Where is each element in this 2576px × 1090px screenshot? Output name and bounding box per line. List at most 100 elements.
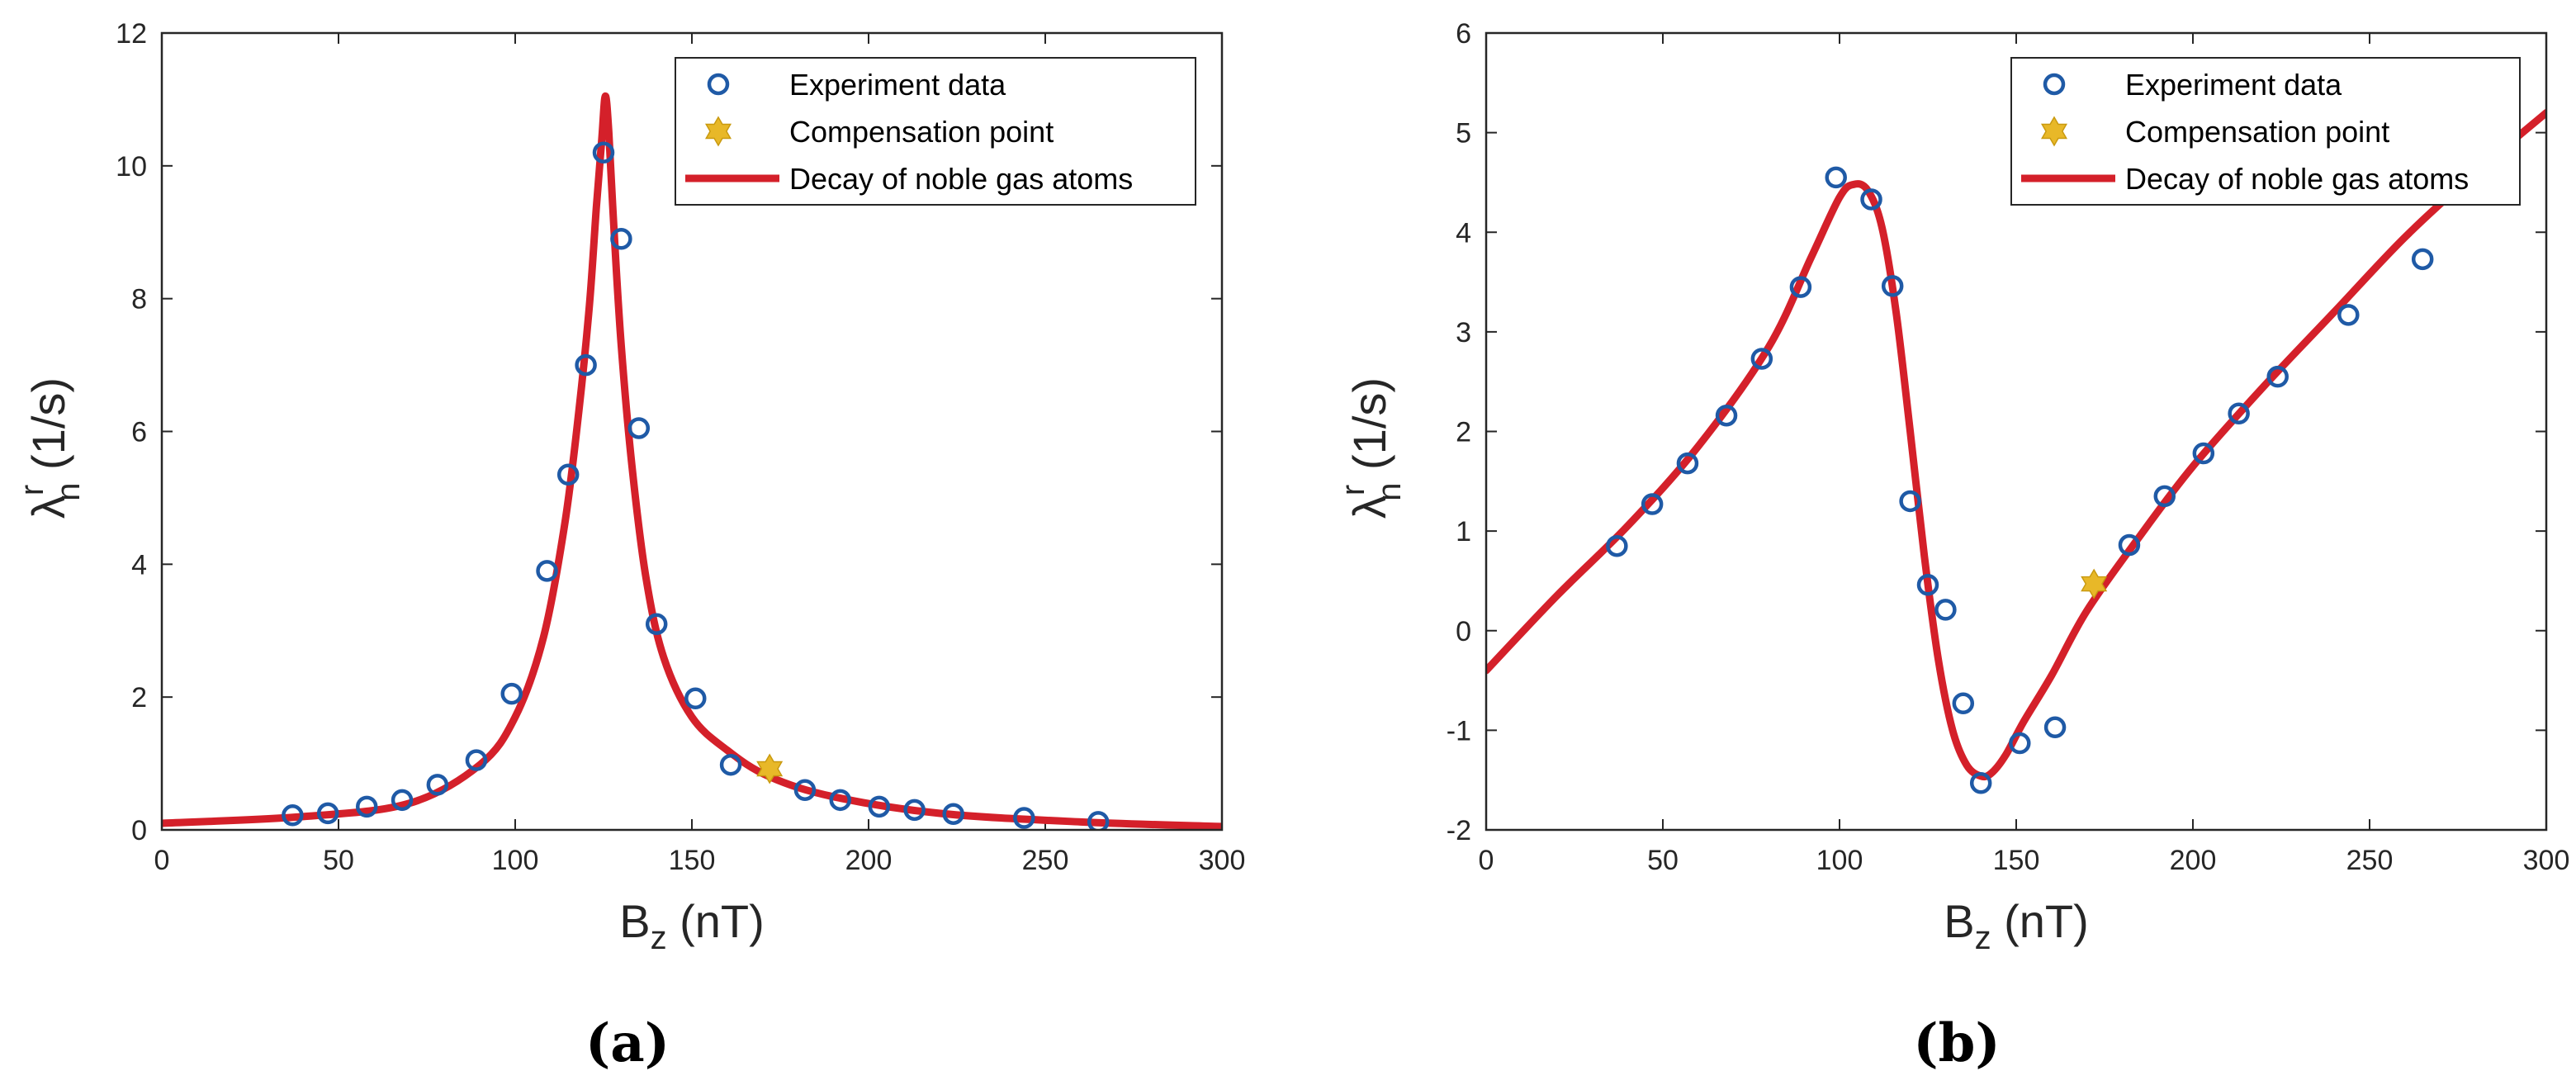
experiment-point [282,804,304,827]
hexagram-marker-icon [2040,116,2068,147]
legend-label: Decay of noble gas atoms [789,162,1133,196]
x-axis-title: Bz (nT) [1944,895,2089,956]
x-tick-label: 250 [1022,845,1069,876]
y-axis-title-unit: (1/s) [22,377,74,483]
plot-frame [160,31,1224,832]
y-axis-title-sub: n [50,482,87,500]
experiment-point [2337,304,2360,326]
legend-label: Experiment data [789,68,1006,102]
experiment-point [2153,485,2176,508]
experiment-point [1916,574,1939,596]
experiment-point [1641,493,1664,515]
legend-label: Compensation point [2125,115,2389,149]
experiment-point [391,789,414,812]
legend: Experiment data Compensation point Decay o… [675,57,1196,206]
hexagram-marker-icon [704,116,732,147]
x-axis-title-unit: (nT) [667,895,765,947]
experiment-point [2009,732,2031,755]
y-tick-label: 6 [1456,18,1471,50]
experiment-point [2266,365,2289,388]
y-tick-label: 6 [131,417,147,448]
experiment-point [592,141,615,164]
experiment-point [2043,716,2067,739]
y-tick-label: -1 [1447,715,1471,746]
panel-label: (a) [585,1012,670,1074]
experiment-point [1860,188,1882,211]
y-tick-label: 12 [116,18,147,50]
experiment-point [868,795,891,818]
y-axis-title-base: λ [1343,495,1395,519]
experiment-point [1952,692,1975,715]
experiment-point [1825,166,1847,189]
experiment-point [1899,490,1921,513]
circle-marker-icon [2043,73,2066,96]
experiment-point [1881,275,1904,297]
experiment-point [684,687,707,710]
x-tick-label: 50 [323,845,354,876]
experiment-point [465,749,488,771]
experiment-point [1969,772,1992,794]
x-axis-title-base: B [619,895,650,947]
legend-label: Decay of noble gas atoms [2125,162,2469,196]
experiment-point [793,779,817,801]
panel-label: (b) [1913,1012,2000,1074]
experiment-point [2228,402,2250,425]
experiment-point [1715,404,1738,427]
x-tick-label: 300 [1199,845,1246,876]
x-tick-label: 100 [1816,845,1863,876]
x-axis-title: Bz (nT) [619,895,765,956]
y-axis-title-sup: r [1335,485,1371,495]
y-axis-title-sup: r [14,485,50,495]
experiment-point [610,228,632,250]
y-tick-label: -2 [1447,815,1471,846]
y-tick-label: 10 [116,151,147,182]
legend: Experiment data Compensation point Decay o… [2010,57,2521,206]
experiment-point [719,753,742,776]
x-tick-label: 0 [154,845,170,876]
x-tick-label: 150 [669,845,716,876]
x-tick-label: 150 [1993,845,2040,876]
y-axis-title-unit: (1/s) [1343,377,1395,483]
y-tick-label: 4 [1456,217,1471,249]
y-tick-label: 0 [1456,616,1471,647]
experiment-point [316,802,339,825]
experiment-point [1013,807,1035,829]
circle-marker-icon [707,73,730,96]
y-axis-title-sub: n [1371,482,1408,500]
legend-label: Compensation point [789,115,1054,149]
series-group [162,92,1222,830]
experiment-point [645,613,668,635]
experiment-point [536,560,558,582]
experiment-point [556,463,580,486]
x-tick-label: 250 [2346,845,2394,876]
x-axis-title-sub: z [1975,920,1991,956]
experiment-point [2118,533,2141,557]
y-tick-label: 0 [131,815,147,846]
x-tick-label: 200 [845,845,893,876]
y-tick-label: 8 [131,284,147,315]
experiment-point [1676,452,1699,475]
chart-panel-a: 0 50 100 150 200 250 300 0 2 4 6 8 10 12 Experiment da… [14,18,1245,1074]
experiment-point [1606,534,1628,557]
x-tick-label: 200 [2170,845,2217,876]
y-tick-label: 2 [1456,417,1471,448]
y-axis-title: λrn (1/s) [14,377,87,519]
y-tick-label: 1 [1456,516,1471,547]
compensation-point [756,753,784,784]
experiment-point [1087,811,1110,830]
plot-frame [1485,31,2548,832]
experiment-point [500,682,523,705]
y-tick-label: 2 [131,682,147,713]
x-axis-title-base: B [1944,895,1974,947]
decay-fit-line [1486,109,2546,781]
x-tick-label: 100 [492,845,539,876]
x-axis-title-sub: z [651,920,667,956]
y-tick-label: 3 [1456,317,1471,348]
legend-label: Experiment data [2125,68,2342,102]
y-tick-label: 5 [1456,118,1471,149]
experiment-point [2192,442,2215,465]
experiment-point [426,774,449,796]
x-tick-label: 0 [1479,845,1494,876]
